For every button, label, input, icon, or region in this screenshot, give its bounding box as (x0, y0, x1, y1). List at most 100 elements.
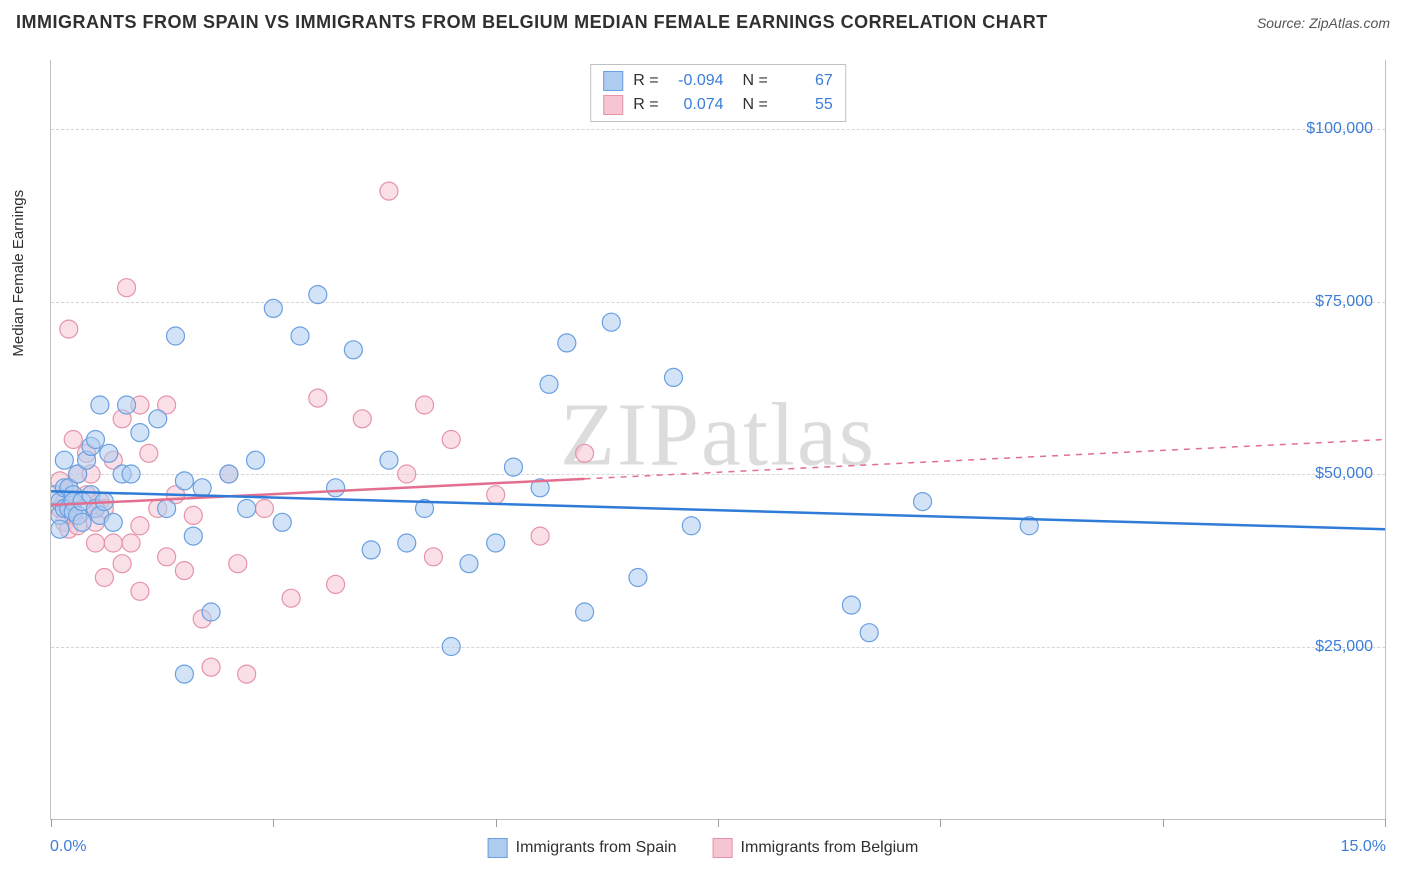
data-point (247, 451, 265, 469)
data-point (131, 582, 149, 600)
data-point (175, 665, 193, 683)
data-point (282, 589, 300, 607)
data-point (309, 389, 327, 407)
data-point (122, 534, 140, 552)
data-point (51, 520, 69, 538)
x-tick (718, 819, 719, 827)
n-label: N = (734, 72, 768, 90)
data-point (344, 341, 362, 359)
data-point (104, 513, 122, 531)
data-point (158, 548, 176, 566)
data-point (131, 424, 149, 442)
data-point (629, 569, 647, 587)
data-point (131, 517, 149, 535)
data-point (914, 493, 932, 511)
data-point (327, 479, 345, 497)
data-point (291, 327, 309, 345)
data-point (238, 665, 256, 683)
n-label: N = (734, 96, 768, 114)
data-point (86, 534, 104, 552)
data-point (184, 527, 202, 545)
data-point (682, 517, 700, 535)
n-value-spain: 67 (778, 72, 833, 90)
data-point (602, 313, 620, 331)
data-point (140, 444, 158, 462)
x-tick (1163, 819, 1164, 827)
data-point (327, 575, 345, 593)
series-legend: Immigrants from Spain Immigrants from Be… (488, 838, 919, 858)
data-point (398, 465, 416, 483)
plot-area: R = -0.094 N = 67 R = 0.074 N = 55 ZIPat… (50, 60, 1386, 820)
r-label: R = (633, 72, 658, 90)
data-point (100, 444, 118, 462)
data-point (73, 513, 91, 531)
data-point (576, 603, 594, 621)
r-value-spain: -0.094 (669, 72, 724, 90)
data-point (531, 527, 549, 545)
r-label: R = (633, 96, 658, 114)
data-point (238, 500, 256, 518)
swatch-belgium-icon (713, 838, 733, 858)
data-point (95, 569, 113, 587)
x-tick (1385, 819, 1386, 827)
swatch-belgium-icon (603, 95, 623, 115)
data-point (504, 458, 522, 476)
x-tick (496, 819, 497, 827)
data-point (353, 410, 371, 428)
data-point (842, 596, 860, 614)
y-axis-label: Median Female Earnings (10, 190, 27, 357)
legend-item-belgium: Immigrants from Belgium (713, 838, 919, 858)
data-point (487, 534, 505, 552)
data-point (860, 624, 878, 642)
data-point (380, 451, 398, 469)
data-point (60, 320, 78, 338)
data-point (442, 431, 460, 449)
data-point (424, 548, 442, 566)
data-point (86, 431, 104, 449)
data-point (91, 396, 109, 414)
data-point (184, 506, 202, 524)
data-point (118, 279, 136, 297)
data-point (158, 500, 176, 518)
data-point (264, 299, 282, 317)
data-point (309, 286, 327, 304)
swatch-spain-icon (488, 838, 508, 858)
x-axis-min-label: 0.0% (50, 838, 86, 856)
data-point (398, 534, 416, 552)
data-point (540, 375, 558, 393)
chart-title: IMMIGRANTS FROM SPAIN VS IMMIGRANTS FROM… (16, 12, 1048, 33)
data-point (118, 396, 136, 414)
stats-row-belgium: R = 0.074 N = 55 (603, 93, 833, 117)
data-point (255, 500, 273, 518)
data-point (576, 444, 594, 462)
data-point (55, 451, 73, 469)
data-point (202, 658, 220, 676)
stats-row-spain: R = -0.094 N = 67 (603, 69, 833, 93)
swatch-spain-icon (603, 71, 623, 91)
data-point (175, 472, 193, 490)
data-point (665, 368, 683, 386)
data-point (175, 562, 193, 580)
data-point (442, 638, 460, 656)
scatter-svg (51, 60, 1385, 819)
data-point (460, 555, 478, 573)
data-point (416, 396, 434, 414)
data-point (122, 465, 140, 483)
legend-label-spain: Immigrants from Spain (516, 839, 677, 857)
data-point (362, 541, 380, 559)
x-tick (940, 819, 941, 827)
x-axis-max-label: 15.0% (1341, 838, 1386, 856)
data-point (167, 327, 185, 345)
data-point (113, 555, 131, 573)
stats-legend: R = -0.094 N = 67 R = 0.074 N = 55 (590, 64, 846, 122)
data-point (229, 555, 247, 573)
data-point (380, 182, 398, 200)
data-point (149, 410, 167, 428)
legend-item-spain: Immigrants from Spain (488, 838, 677, 858)
data-point (273, 513, 291, 531)
x-tick (273, 819, 274, 827)
legend-label-belgium: Immigrants from Belgium (741, 839, 919, 857)
data-point (104, 534, 122, 552)
trendline-belgium-dashed (585, 440, 1385, 479)
x-tick (51, 819, 52, 827)
